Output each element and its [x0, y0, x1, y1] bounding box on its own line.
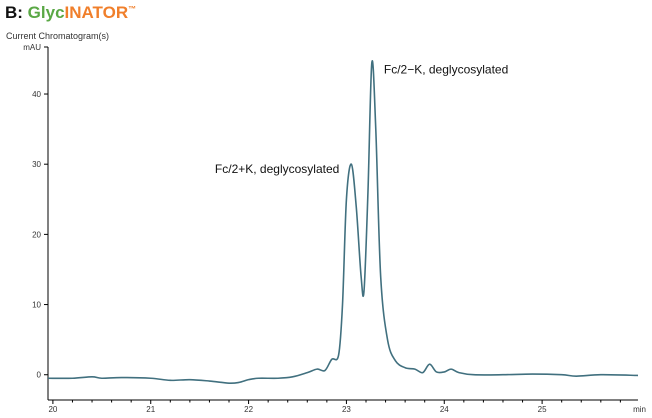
x-tick-label: 25 — [538, 405, 547, 414]
brand-logo-part1: Glyc — [27, 3, 65, 22]
y-tick-label: 10 — [32, 301, 41, 310]
brand-logo-part2: INATOR — [64, 3, 129, 22]
x-tick-label: 21 — [146, 405, 155, 414]
peak-label: Fc/2−K, deglycosylated — [384, 62, 508, 76]
chromatogram-subtitle: Current Chromatogram(s) — [6, 31, 110, 41]
chart-header: B: GlycINATOR™ — [5, 3, 136, 23]
panel-prefix: B: — [5, 3, 28, 22]
peak-label: Fc/2+K, deglycosylated — [215, 162, 339, 176]
y-axis-label: mAU — [23, 43, 41, 52]
y-tick-label: 20 — [32, 230, 41, 239]
chromatogram-trace — [47, 59, 639, 385]
x-tick-label: 22 — [244, 405, 253, 414]
brand-tm: ™ — [128, 4, 137, 14]
x-tick-label: 20 — [48, 405, 57, 414]
x-tick-label: 24 — [440, 405, 449, 414]
x-tick-label: 23 — [342, 405, 351, 414]
y-tick-label: 30 — [32, 160, 41, 169]
y-tick-label: 0 — [37, 371, 42, 380]
x-axis-label: min — [633, 405, 646, 414]
y-tick-label: 40 — [32, 90, 41, 99]
